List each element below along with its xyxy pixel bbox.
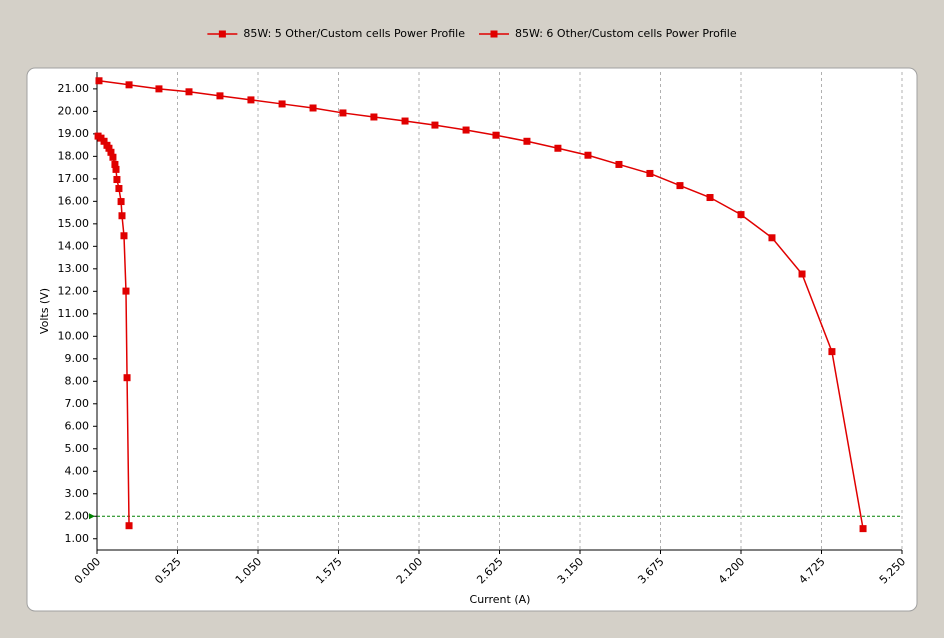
data-point: [492, 131, 500, 139]
data-point: [109, 153, 117, 161]
data-point: [120, 232, 128, 240]
legend-marker: [490, 30, 498, 38]
y-tick-label: 4.00: [65, 464, 90, 477]
data-point: [125, 522, 133, 530]
plot-panel: [26, 67, 918, 612]
data-point: [859, 525, 867, 533]
y-tick-label: 8.00: [65, 374, 90, 387]
y-tick-label: 19.00: [58, 127, 90, 140]
y-tick-label: 21.00: [58, 82, 90, 95]
y-tick-label: 13.00: [58, 262, 90, 275]
data-point: [554, 144, 562, 152]
data-point: [105, 144, 113, 152]
data-point: [247, 96, 255, 104]
y-tick-label: 12.00: [58, 284, 90, 297]
y-tick-label: 16.00: [58, 194, 90, 207]
data-point: [401, 117, 409, 125]
data-point: [462, 126, 470, 134]
data-point: [100, 137, 108, 145]
y-tick-label: 1.00: [65, 532, 90, 545]
data-point: [118, 212, 126, 220]
data-point: [112, 165, 120, 173]
data-point: [111, 160, 119, 168]
y-tick-label: 7.00: [65, 397, 90, 410]
y-tick-label: 9.00: [65, 352, 90, 365]
y-tick-label: 11.00: [58, 307, 90, 320]
data-point: [123, 374, 131, 382]
data-point: [798, 270, 806, 278]
y-tick-label: 10.00: [58, 329, 90, 342]
legend-marker: [218, 30, 226, 38]
legend-label: 85W: 5 Other/Custom cells Power Profile: [243, 27, 465, 40]
data-point: [768, 234, 776, 242]
data-point: [828, 348, 836, 356]
data-point: [737, 211, 745, 219]
data-point: [584, 151, 592, 159]
data-point: [122, 287, 130, 295]
y-tick-label: 6.00: [65, 419, 90, 432]
data-point: [646, 169, 654, 177]
data-point: [117, 198, 125, 206]
data-point: [706, 194, 714, 202]
data-point: [339, 109, 347, 117]
data-point: [676, 182, 684, 190]
data-point: [370, 113, 378, 121]
y-tick-label: 2.00: [65, 509, 90, 522]
data-point: [155, 85, 163, 93]
data-point: [125, 81, 133, 89]
data-point: [95, 77, 103, 85]
y-tick-label: 20.00: [58, 104, 90, 117]
y-tick-label: 15.00: [58, 217, 90, 230]
data-point: [107, 148, 115, 156]
data-point: [523, 137, 531, 145]
data-point: [309, 104, 317, 112]
y-tick-label: 18.00: [58, 149, 90, 162]
y-tick-label: 5.00: [65, 442, 90, 455]
y-axis-label: Volts (V): [38, 288, 51, 334]
series-line: [98, 80, 864, 529]
data-point: [113, 176, 121, 184]
reference-marker: [89, 513, 95, 520]
data-point: [615, 160, 623, 168]
y-tick-label: 3.00: [65, 487, 90, 500]
data-point: [185, 88, 193, 96]
x-axis-label: Current (A): [470, 593, 531, 606]
data-point: [278, 100, 286, 108]
y-tick-label: 14.00: [58, 239, 90, 252]
y-tick-label: 17.00: [58, 172, 90, 185]
legend-label: 85W: 6 Other/Custom cells Power Profile: [515, 27, 737, 40]
data-point: [431, 121, 439, 129]
data-point: [216, 92, 224, 100]
data-point: [115, 185, 123, 193]
